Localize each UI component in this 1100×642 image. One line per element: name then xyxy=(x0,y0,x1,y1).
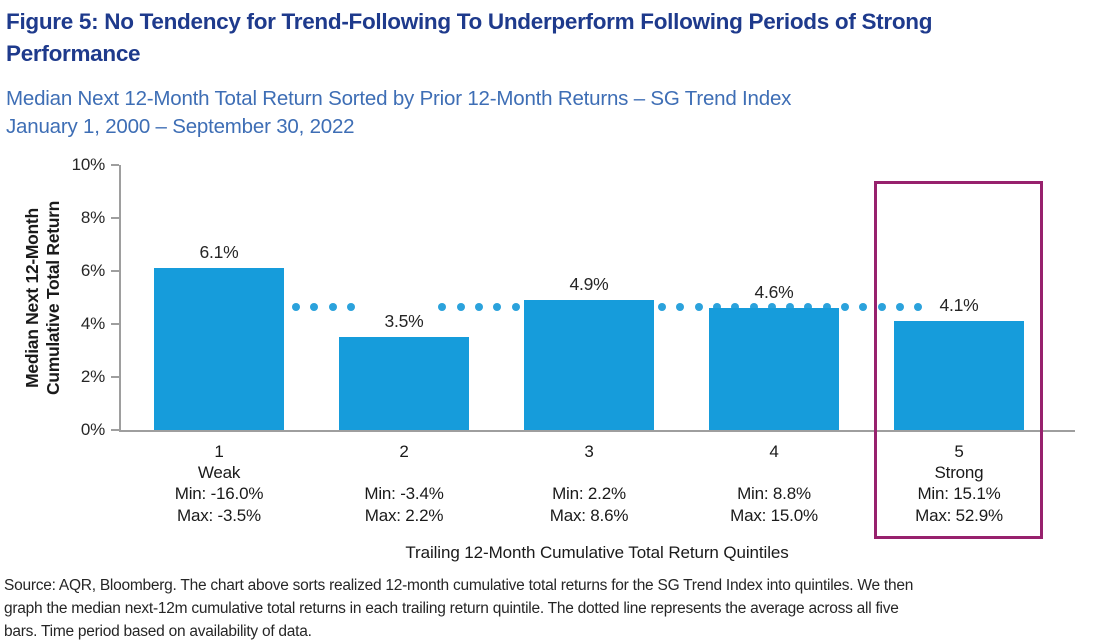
average-line-dot xyxy=(822,303,831,312)
quintile-number: 1 xyxy=(214,442,224,461)
average-line-dot xyxy=(914,303,923,312)
average-line-dot xyxy=(877,303,886,312)
quintile-number: 5 xyxy=(954,442,964,461)
category-label-quintile-4: 4 Min: 8.8% Max: 15.0% xyxy=(689,441,859,527)
quintile-max: Max: -3.5% xyxy=(177,506,261,525)
average-line-dot xyxy=(676,303,685,312)
y-axis-tick-label: 8% xyxy=(80,208,105,227)
bar-value-label: 4.9% xyxy=(569,274,609,295)
quintile-qualifier xyxy=(504,462,674,483)
average-line-dot xyxy=(694,303,703,312)
average-line-dot xyxy=(292,303,300,312)
average-line-dot xyxy=(475,303,483,312)
quintile-qualifier: Strong xyxy=(934,463,984,482)
y-axis-tick-label: 6% xyxy=(80,261,105,280)
y-axis-tick xyxy=(111,429,119,431)
average-line-dot xyxy=(895,303,904,312)
quintile-qualifier: Weak xyxy=(197,463,241,482)
quintile-max: Max: 15.0% xyxy=(730,506,818,525)
average-line-dot xyxy=(731,303,740,312)
y-axis-tick-label: 2% xyxy=(80,367,105,386)
quintile-min: Min: -16.0% xyxy=(174,484,264,503)
x-axis-title: Trailing 12-Month Cumulative Total Retur… xyxy=(405,543,789,562)
quintile-number: 3 xyxy=(584,442,594,461)
y-axis-tick xyxy=(111,217,119,219)
source-note-line3: bars. Time period based on availability … xyxy=(4,623,312,640)
average-line-dot xyxy=(328,303,337,312)
average-line-dot xyxy=(511,303,520,312)
average-line-dot xyxy=(658,303,666,312)
source-note-line2: graph the median next-12m cumulative tot… xyxy=(4,600,899,617)
figure-subtitle-line2: January 1, 2000 – September 30, 2022 xyxy=(6,115,355,138)
category-label-quintile-2: 2 Min: -3.4% Max: 2.2% xyxy=(319,441,489,527)
average-line-dot xyxy=(346,303,355,312)
average-line-dot xyxy=(438,303,447,312)
figure-title: Figure 5: No Tendency for Trend-Followin… xyxy=(6,6,1092,70)
bar-value-label: 4.1% xyxy=(939,295,979,316)
average-line-dot xyxy=(859,303,868,312)
y-axis-tick xyxy=(111,270,119,272)
quintile-qualifier xyxy=(689,462,859,483)
y-axis-line xyxy=(119,165,121,430)
average-line-dot xyxy=(310,303,319,312)
y-axis-tick xyxy=(111,376,119,378)
quintile-min: Min: -3.4% xyxy=(364,484,444,503)
category-label-quintile-1: 1 Weak Min: -16.0% Max: -3.5% xyxy=(134,441,304,527)
y-axis-title: Median Next 12-Month Cumulative Total Ret… xyxy=(22,200,63,395)
quintile-qualifier xyxy=(319,462,489,483)
highlight-rectangle-quintile-5 xyxy=(874,181,1043,539)
figure-title-line2: Performance xyxy=(6,41,141,66)
bar-value-label: 4.6% xyxy=(754,282,794,303)
average-line-dot xyxy=(712,303,721,312)
quintile-number: 2 xyxy=(399,442,409,461)
category-label-quintile-5: 5 Strong Min: 15.1% Max: 52.9% xyxy=(874,441,1044,527)
x-axis-line xyxy=(119,430,1075,432)
source-note-line1: Source: AQR, Bloomberg. The chart above … xyxy=(4,577,914,594)
bar-value-label: 6.1% xyxy=(199,242,239,263)
bar-quintile-1 xyxy=(154,268,284,430)
y-axis-tick xyxy=(111,323,119,325)
figure-subtitle-line1: Median Next 12-Month Total Return Sorted… xyxy=(6,87,792,110)
average-line-dot xyxy=(786,303,795,312)
y-axis-tick-label: 0% xyxy=(80,420,105,439)
quintile-max: Max: 2.2% xyxy=(364,506,444,525)
quintile-min: Min: 2.2% xyxy=(552,484,626,503)
y-axis-tick xyxy=(111,164,119,166)
quintile-min: Min: 15.1% xyxy=(917,484,1001,503)
category-label-quintile-3: 3 Min: 2.2% Max: 8.6% xyxy=(504,441,674,527)
source-note: Source: AQR, Bloomberg. The chart above … xyxy=(4,574,1098,642)
bar-quintile-4 xyxy=(709,308,839,430)
bar-quintile-3 xyxy=(524,300,654,430)
average-line-dot xyxy=(804,303,813,312)
quintile-max: Max: 52.9% xyxy=(915,506,1003,525)
quintile-max: Max: 8.6% xyxy=(549,506,629,525)
quintile-min: Min: 8.8% xyxy=(737,484,811,503)
average-line-dot xyxy=(493,303,502,312)
bar-quintile-5 xyxy=(894,321,1024,430)
figure-title-line1: Figure 5: No Tendency for Trend-Followin… xyxy=(6,9,933,34)
bar-value-label: 3.5% xyxy=(384,311,424,332)
y-axis-tick-label: 10% xyxy=(71,155,106,174)
average-line-dot xyxy=(841,303,849,312)
y-axis-tick-label: 4% xyxy=(80,314,105,333)
average-line-dot xyxy=(767,303,776,312)
average-line-dot xyxy=(749,303,758,312)
average-line-dot xyxy=(456,303,465,312)
quintile-number: 4 xyxy=(769,442,779,461)
bar-quintile-2 xyxy=(339,337,469,430)
